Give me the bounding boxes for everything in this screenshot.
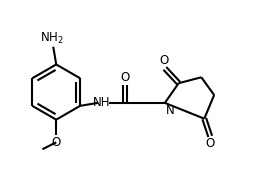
Text: O: O bbox=[121, 71, 130, 84]
Text: N: N bbox=[166, 104, 175, 117]
Text: O: O bbox=[52, 136, 61, 149]
Text: NH: NH bbox=[93, 96, 111, 109]
Text: O: O bbox=[205, 137, 215, 150]
Text: O: O bbox=[159, 54, 168, 67]
Text: NH$_2$: NH$_2$ bbox=[40, 31, 64, 46]
